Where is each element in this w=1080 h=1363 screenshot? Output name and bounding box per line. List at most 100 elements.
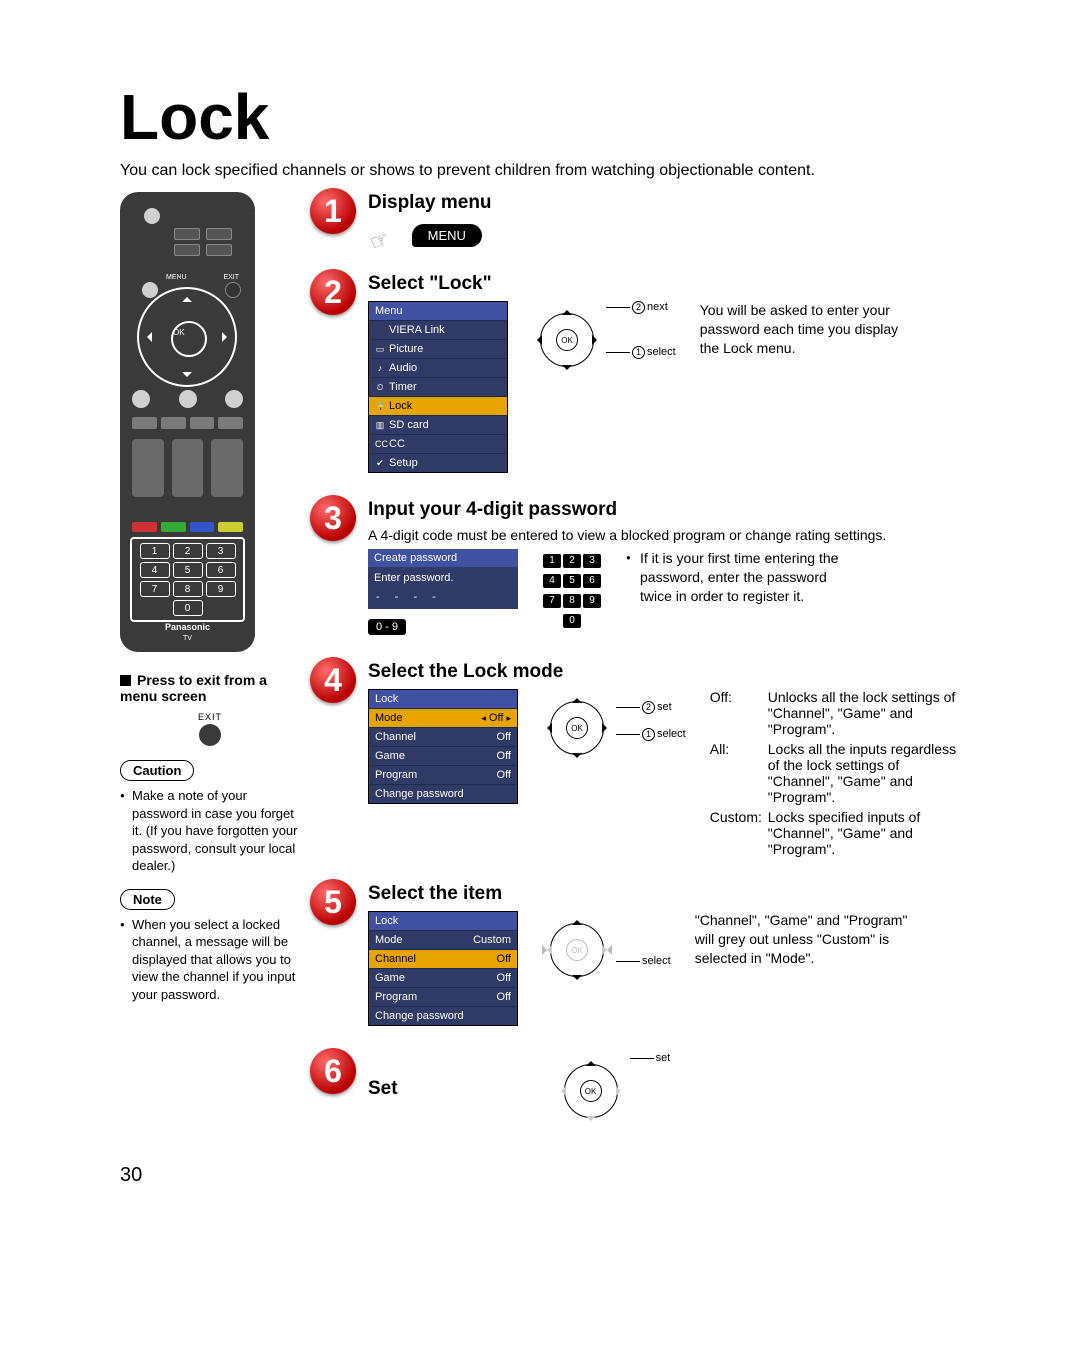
nav-label-set: set xyxy=(656,1052,671,1064)
num-key: 8 xyxy=(563,594,581,608)
nav-label-select: select xyxy=(657,728,686,740)
num-key: 9 xyxy=(583,594,601,608)
mode-definitions: Off:Unlocks all the lock settings of "Ch… xyxy=(710,689,960,857)
nav-annotations: 2set 1select xyxy=(616,689,686,763)
keypad-key: 8 xyxy=(173,581,203,597)
osd-row: ChannelOff xyxy=(369,949,517,968)
step-1: 1 Display menu ☞ MENU xyxy=(320,192,1020,247)
keypad-key: 4 xyxy=(140,562,170,578)
osd-row: GameOff xyxy=(369,968,517,987)
menu-button-graphic: MENU xyxy=(412,224,482,247)
menu-item: ♪Audio xyxy=(369,358,507,377)
step-title: Input your 4-digit password xyxy=(368,499,1020,521)
caution-text: Make a note of your password in case you… xyxy=(120,787,300,875)
step-number: 4 xyxy=(310,657,356,703)
step-title: Set xyxy=(368,1078,398,1100)
num-key: 3 xyxy=(583,554,601,568)
num-key: 6 xyxy=(583,574,601,588)
osd-header: Create password xyxy=(368,549,518,567)
step-3: 3 Input your 4-digit password A 4-digit … xyxy=(320,499,1020,635)
step-5: 5 Select the item Lock ModeCustomChannel… xyxy=(320,883,1020,1026)
main-layout: MENU EXIT OK 1234567890 Panasonic TV Pre… xyxy=(120,192,1020,1134)
nav-label-next: next xyxy=(647,301,668,313)
keypad-icon: 1234567890 xyxy=(542,549,602,629)
key-range: 0 - 9 xyxy=(368,619,406,635)
step5-note: "Channel", "Game" and "Program" will gre… xyxy=(695,911,925,968)
lock-osd: Lock ModeCustomChannelOffGameOffProgramO… xyxy=(368,911,518,1026)
note-text: When you select a locked channel, a mess… xyxy=(120,916,300,1004)
osd-header: Lock xyxy=(369,912,517,930)
step-number: 6 xyxy=(310,1048,356,1094)
menu-item: ⏲Timer xyxy=(369,377,507,396)
num-key: 1 xyxy=(543,554,561,568)
remote-menu-label: MENU xyxy=(166,274,187,281)
exit-button-icon xyxy=(199,724,221,746)
def-value: Locks specified inputs of "Channel", "Ga… xyxy=(768,809,960,857)
nav-annotations: set xyxy=(630,1052,671,1126)
keypad-key: 3 xyxy=(206,543,236,559)
step-title: Display menu xyxy=(368,192,1020,214)
osd-header: Lock xyxy=(369,690,517,708)
nav-annotations: select xyxy=(616,911,671,985)
keypad-key: 0 xyxy=(173,600,203,616)
page-title: Lock xyxy=(120,80,1020,154)
exit-heading: Press to exit from a menu screen xyxy=(120,672,300,704)
steps-column: 1 Display menu ☞ MENU 2 Select "Lock" Me… xyxy=(320,192,1020,1134)
nav-annotations: 2next 1select xyxy=(606,301,676,375)
osd-row: ProgramOff xyxy=(369,765,517,784)
osd-row: Change password xyxy=(369,1006,517,1025)
osd-row: Mode◂ Off ▸ xyxy=(369,708,517,727)
def-key: Custom: xyxy=(710,809,768,857)
password-osd: Create password Enter password. - - - - xyxy=(368,549,518,609)
remote-illustration: MENU EXIT OK 1234567890 Panasonic TV xyxy=(120,192,255,652)
keypad-key: 6 xyxy=(206,562,236,578)
intro-text: You can lock specified channels or shows… xyxy=(120,162,1020,180)
osd-row: ChannelOff xyxy=(369,727,517,746)
nav-label-set: set xyxy=(657,701,672,713)
step-number: 2 xyxy=(310,269,356,315)
step-title: Select the item xyxy=(368,883,1020,905)
caution-label: Caution xyxy=(120,760,194,781)
menu-item: ▥SD card xyxy=(369,415,507,434)
keypad-key: 9 xyxy=(206,581,236,597)
menu-item: CCCC xyxy=(369,434,507,453)
step-title: Select the Lock mode xyxy=(368,661,1020,683)
step-number: 5 xyxy=(310,879,356,925)
keypad-key: 5 xyxy=(173,562,203,578)
osd-row: ProgramOff xyxy=(369,987,517,1006)
keypad-key: 7 xyxy=(140,581,170,597)
menu-item: 🔒Lock xyxy=(369,396,507,415)
step2-note: You will be asked to enter your password… xyxy=(700,301,920,358)
step-2: 2 Select "Lock" Menu VIERA Link▭Picture♪… xyxy=(320,273,1020,473)
def-value: Locks all the inputs regardless of the l… xyxy=(768,741,960,805)
def-key: All: xyxy=(710,741,768,805)
exit-small-label: EXIT xyxy=(120,712,300,722)
remote-keypad: 123 456 7890 xyxy=(130,537,245,622)
menu-item: ▭Picture xyxy=(369,339,507,358)
num-key: 5 xyxy=(563,574,581,588)
num-key: 4 xyxy=(543,574,561,588)
num-key: 0 xyxy=(563,614,581,628)
step-title: Select "Lock" xyxy=(368,273,1020,295)
menu-osd: Menu VIERA Link▭Picture♪Audio⏲Timer🔒Lock… xyxy=(368,301,508,473)
nav-pad-icon: OK xyxy=(542,693,612,763)
def-key: Off: xyxy=(710,689,768,737)
osd-row: ModeCustom xyxy=(369,930,517,949)
osd-row: Change password xyxy=(369,784,517,803)
osd-header: Menu xyxy=(369,302,507,320)
num-key: 7 xyxy=(543,594,561,608)
step-6: 6 Set OK set xyxy=(320,1052,1020,1126)
nav-pad-icon: OK xyxy=(532,305,602,375)
osd-dots: - - - - xyxy=(368,589,518,609)
osd-row: GameOff xyxy=(369,746,517,765)
remote-brand: Panasonic xyxy=(165,622,210,632)
step-number: 3 xyxy=(310,495,356,541)
hand-icon: ☞ xyxy=(366,225,393,256)
left-column: MENU EXIT OK 1234567890 Panasonic TV Pre… xyxy=(120,192,300,1134)
remote-brand-sub: TV xyxy=(183,635,192,642)
keypad-key: 2 xyxy=(173,543,203,559)
menu-item: ✔Setup xyxy=(369,453,507,472)
keypad-key: 1 xyxy=(140,543,170,559)
remote-exit-label: EXIT xyxy=(223,274,239,281)
lock-osd: Lock Mode◂ Off ▸ChannelOffGameOffProgram… xyxy=(368,689,518,804)
